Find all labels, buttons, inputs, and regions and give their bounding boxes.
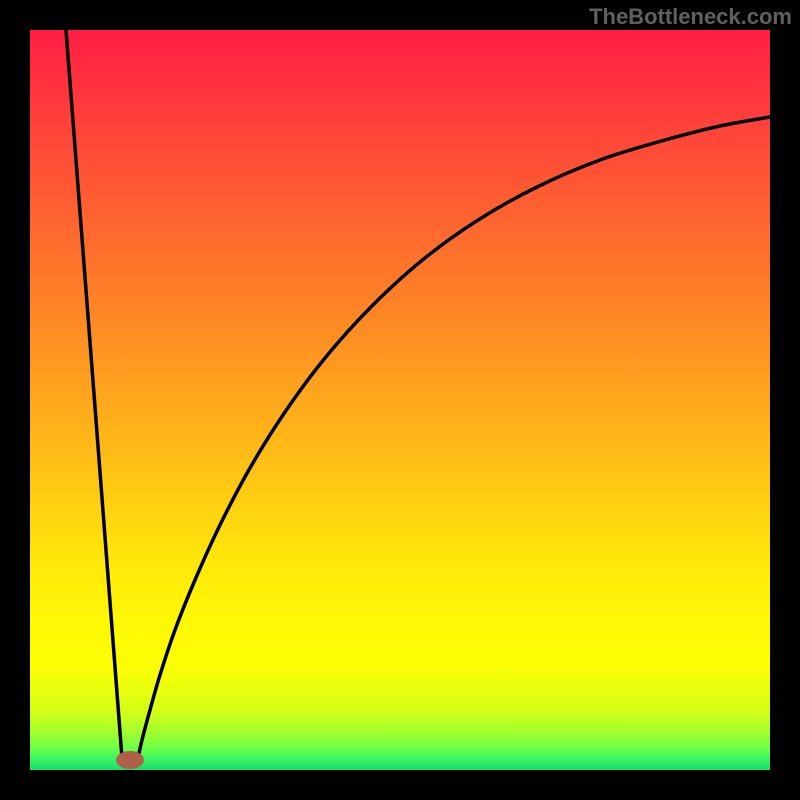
chart-container: TheBottleneck.com bbox=[0, 0, 800, 800]
bottleneck-chart bbox=[0, 0, 800, 800]
watermark-text: TheBottleneck.com bbox=[589, 4, 792, 30]
bottleneck-marker bbox=[116, 751, 144, 769]
